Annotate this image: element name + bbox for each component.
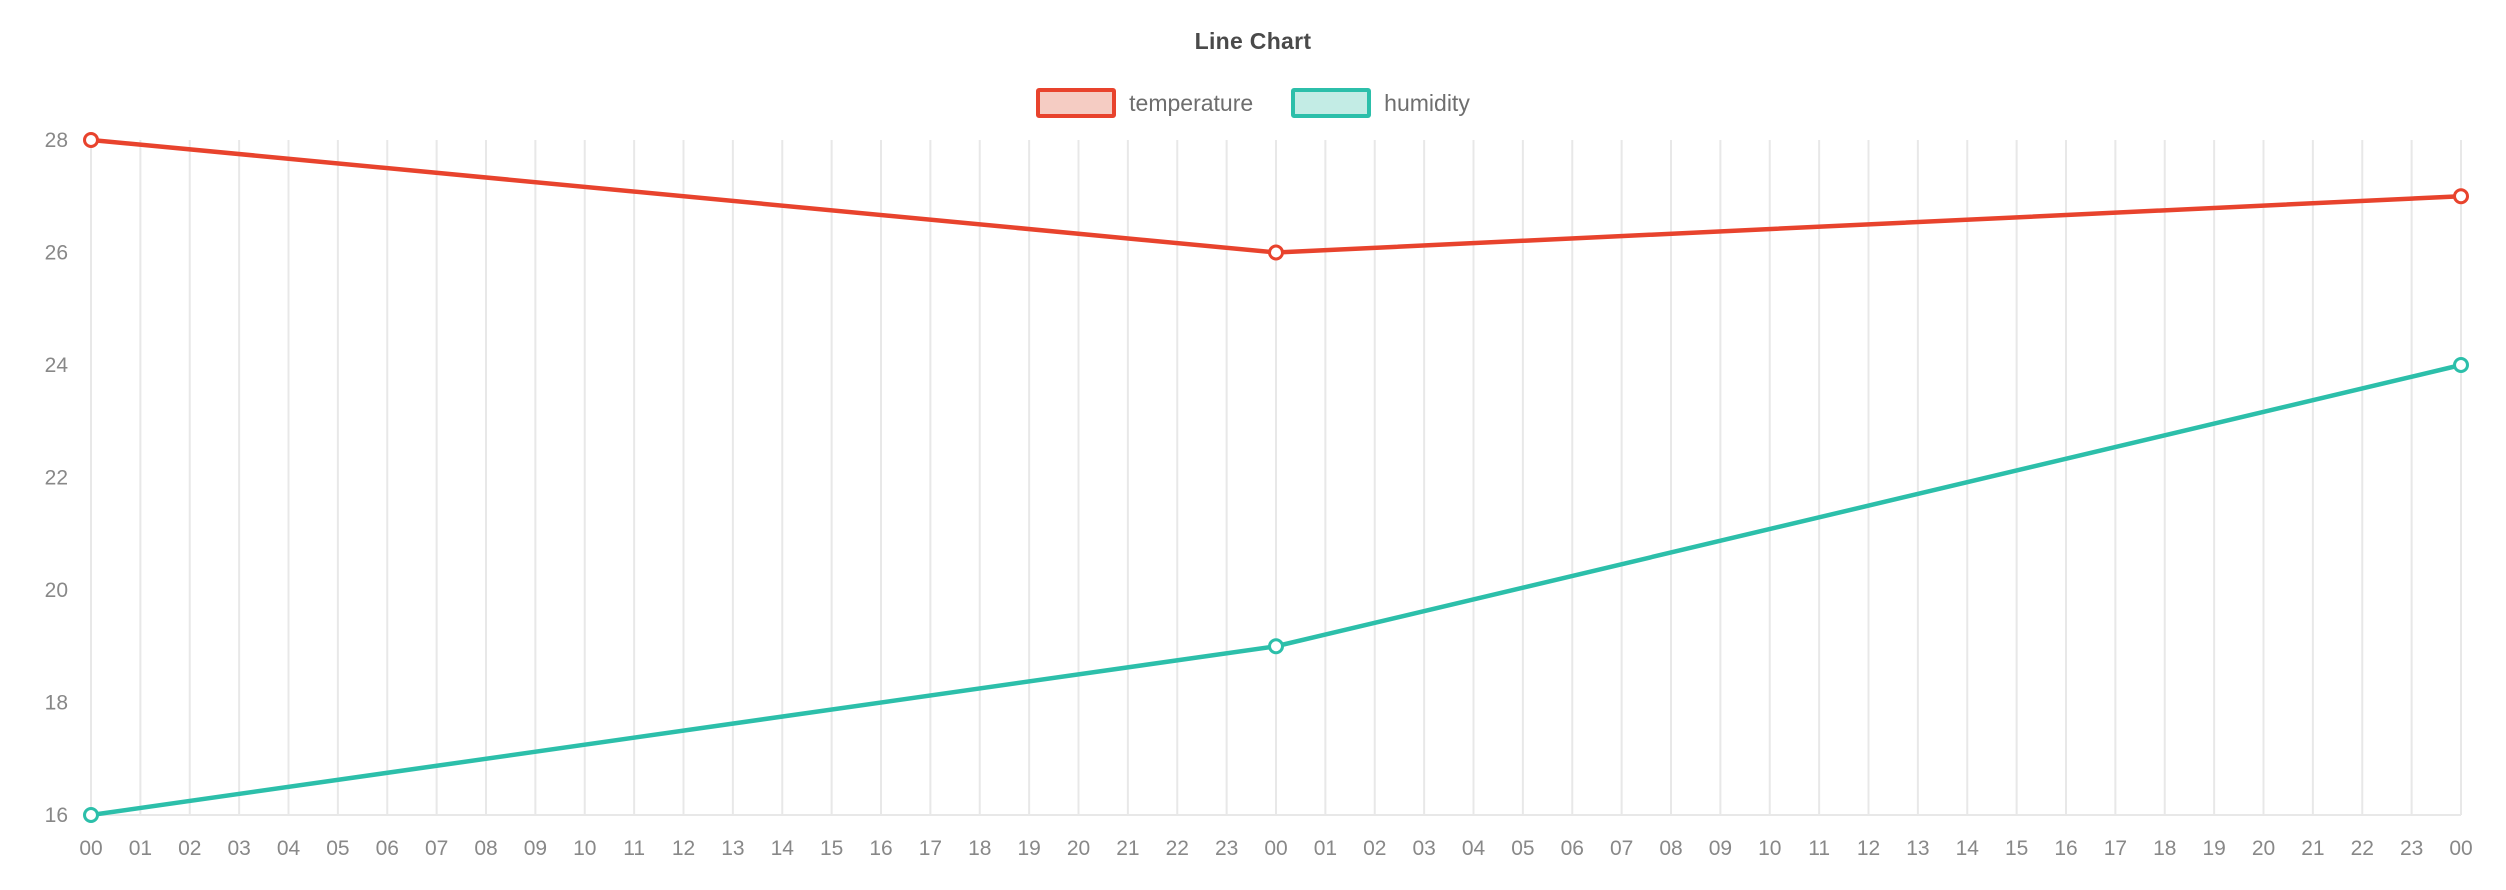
x-tick-label: 23 [2400,837,2423,860]
legend-label-humidity: humidity [1384,89,1470,116]
x-tick-label: 11 [623,837,645,860]
x-tick-label: 04 [1462,837,1486,860]
x-tick-label: 19 [2202,837,2225,860]
x-tick-label: 03 [1412,837,1435,860]
x-tick-label: 12 [1857,837,1880,860]
x-tick-label: 22 [2351,837,2374,860]
chart-title: Line Chart [1194,28,1312,54]
humidity-point [2453,357,2469,373]
humidity-swatch-icon [1291,88,1372,118]
x-tick-label: 15 [820,837,843,860]
y-tick-label: 18 [45,692,68,715]
x-tick-label: 00 [2449,837,2472,860]
x-tick-label: 07 [1610,837,1633,860]
x-tick-label: 08 [1659,837,1682,860]
y-tick-label: 16 [45,804,68,827]
x-tick-label: 19 [1017,837,1040,860]
x-tick-label: 21 [2301,837,2324,860]
x-tick-label: 13 [1906,837,1929,860]
x-tick-label: 06 [376,837,399,860]
x-tick-label: 09 [524,837,547,860]
x-tick-label: 16 [2054,837,2077,860]
y-tick-label: 20 [45,579,68,602]
legend-item-temperature[interactable]: temperature [1036,88,1253,118]
x-tick-label: 17 [2104,837,2127,860]
y-tick-label: 26 [45,242,68,265]
x-tick-label: 15 [2005,837,2028,860]
x-tick-label: 17 [919,837,942,860]
humidity-point [1268,638,1284,655]
y-tick-label: 24 [45,354,69,377]
x-tick-label: 05 [326,837,349,860]
x-tick-label: 01 [1314,837,1337,860]
x-tick-label: 02 [1363,837,1386,860]
x-tick-label: 20 [2252,837,2275,860]
x-tick-label: 08 [474,837,497,860]
x-axis-labels: 00 01 02 03 04 05 06 07 08 09 10 11 12 13 14 15 16 17 18 19… [79,837,2472,860]
legend: temperature humidity [0,88,2506,118]
x-tick-label: 11 [1808,837,1830,860]
x-tick-label: 13 [721,837,744,860]
x-tick-label: 16 [869,837,892,860]
x-tick-label: 00 [1264,837,1287,860]
x-tick-label: 01 [129,837,152,860]
x-tick-label: 14 [771,837,795,860]
x-tick-label: 20 [1067,837,1090,860]
temperature-point [83,132,99,148]
x-tick-label: 02 [178,837,201,860]
x-tick-label: 05 [1511,837,1534,860]
x-tick-label: 04 [277,837,301,860]
x-tick-label: 10 [573,837,596,860]
y-tick-label: 28 [45,129,68,152]
x-tick-label: 06 [1561,837,1584,860]
x-tick-label: 18 [968,837,991,860]
temperature-point [2453,188,2469,205]
gridlines [90,140,2462,816]
x-tick-label: 07 [425,837,448,860]
legend-label-temperature: temperature [1129,89,1254,116]
x-tick-label: 09 [1709,837,1732,860]
legend-item-humidity[interactable]: humidity [1291,88,1470,118]
temperature-point [1268,244,1284,261]
x-tick-label: 10 [1758,837,1781,860]
x-tick-label: 21 [1116,837,1139,860]
y-tick-label: 22 [45,467,68,490]
x-tick-label: 14 [1956,837,1980,860]
x-tick-label: 12 [672,837,695,860]
x-tick-label: 03 [227,837,250,860]
x-tick-label: 00 [79,837,102,860]
humidity-point [83,807,99,823]
x-tick-label: 22 [1166,837,1189,860]
temperature-swatch-icon [1036,88,1117,118]
x-tick-label: 23 [1215,837,1238,860]
x-tick-label: 18 [2153,837,2176,860]
y-axis-labels: 16 18 20 22 24 26 28 [45,129,69,827]
